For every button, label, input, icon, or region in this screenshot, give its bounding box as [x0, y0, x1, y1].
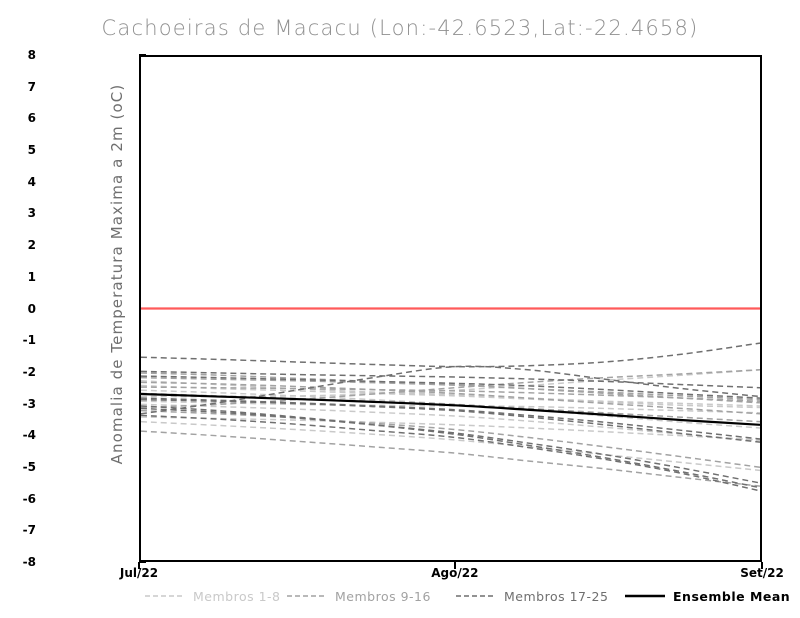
legend-item[interactable]: Ensemble Mean	[625, 589, 790, 604]
x-tick-label: Ago/22	[431, 566, 479, 580]
series-canvas	[141, 307, 760, 492]
legend-item[interactable]: Membros 1-8	[145, 589, 281, 604]
legend-swatch-icon	[625, 591, 665, 601]
series-line-member	[141, 403, 760, 442]
chart-legend: Membros 1-8 Membros 9-16 Membros 17-25 Ense…	[139, 586, 790, 606]
plot-area	[139, 55, 762, 562]
series-line-member	[141, 407, 760, 484]
series-line-member	[141, 342, 760, 368]
series-line-member	[141, 420, 760, 472]
y-tick-label: 3	[27, 206, 36, 221]
series-line-member	[141, 416, 760, 441]
legend-label: Ensemble Mean	[673, 588, 791, 604]
y-tick-label: -5	[22, 459, 36, 474]
page-title: Cachoeiras de Macacu (Lon:-42.6523,Lat:-…	[101, 16, 699, 40]
y-axis-title: Anomalia de Temperatura Maxima a 2m (oC)	[108, 83, 126, 465]
y-tick-label: 6	[27, 111, 36, 126]
series-line-member	[141, 376, 760, 401]
legend-label: Membros 9-16	[335, 588, 431, 604]
y-tick-label: 2	[27, 238, 36, 253]
series-line-member	[141, 381, 760, 415]
series-line-member	[141, 389, 760, 429]
series-line-member	[141, 384, 760, 409]
y-tick-label: -3	[22, 396, 36, 411]
series-line-member	[141, 397, 760, 440]
y-tick-label: 4	[27, 174, 36, 189]
legend-swatch-icon	[456, 591, 496, 601]
legend-label: Membros 1-8	[193, 588, 281, 604]
series-line-member	[141, 409, 760, 468]
legend-item[interactable]: Membros 9-16	[287, 589, 431, 604]
y-tick-label: -4	[22, 428, 36, 443]
series-line-member	[141, 430, 760, 487]
legend-item[interactable]: Membros 17-25	[456, 589, 608, 604]
y-tick-label: 7	[27, 79, 36, 94]
y-tick-label: 8	[27, 48, 36, 62]
y-tick-label: 5	[27, 143, 36, 158]
legend-label: Membros 17-25	[504, 588, 609, 604]
series-line-member	[141, 369, 760, 409]
x-tick-label: Jul/22	[119, 566, 159, 580]
x-tick-mark	[761, 562, 763, 569]
series-line-member	[141, 405, 760, 489]
plot-inner	[141, 57, 760, 560]
y-tick-label: -1	[22, 333, 36, 348]
y-tick-label: 0	[27, 301, 36, 316]
x-tick-label: Set/22	[740, 566, 784, 580]
series-line-member	[141, 414, 760, 492]
y-tick-label: -2	[22, 364, 36, 379]
series-line-member	[141, 375, 760, 399]
series-line-member	[141, 365, 760, 415]
x-tick-mark	[453, 562, 456, 569]
legend-swatch-icon	[287, 591, 327, 601]
series-line-member	[141, 386, 760, 402]
series-line-ensemble-mean	[141, 392, 760, 426]
y-tick-mark	[139, 561, 146, 563]
series-line-member	[141, 398, 760, 443]
y-tick-label: -6	[22, 491, 36, 506]
y-tick-label: 1	[27, 269, 36, 284]
series-line-member	[141, 370, 760, 389]
legend-swatch-icon	[145, 591, 185, 601]
y-tick-label: -8	[22, 555, 36, 569]
y-tick-label: -7	[22, 523, 36, 538]
series-line-member	[141, 380, 760, 407]
x-tick-mark	[138, 562, 140, 569]
